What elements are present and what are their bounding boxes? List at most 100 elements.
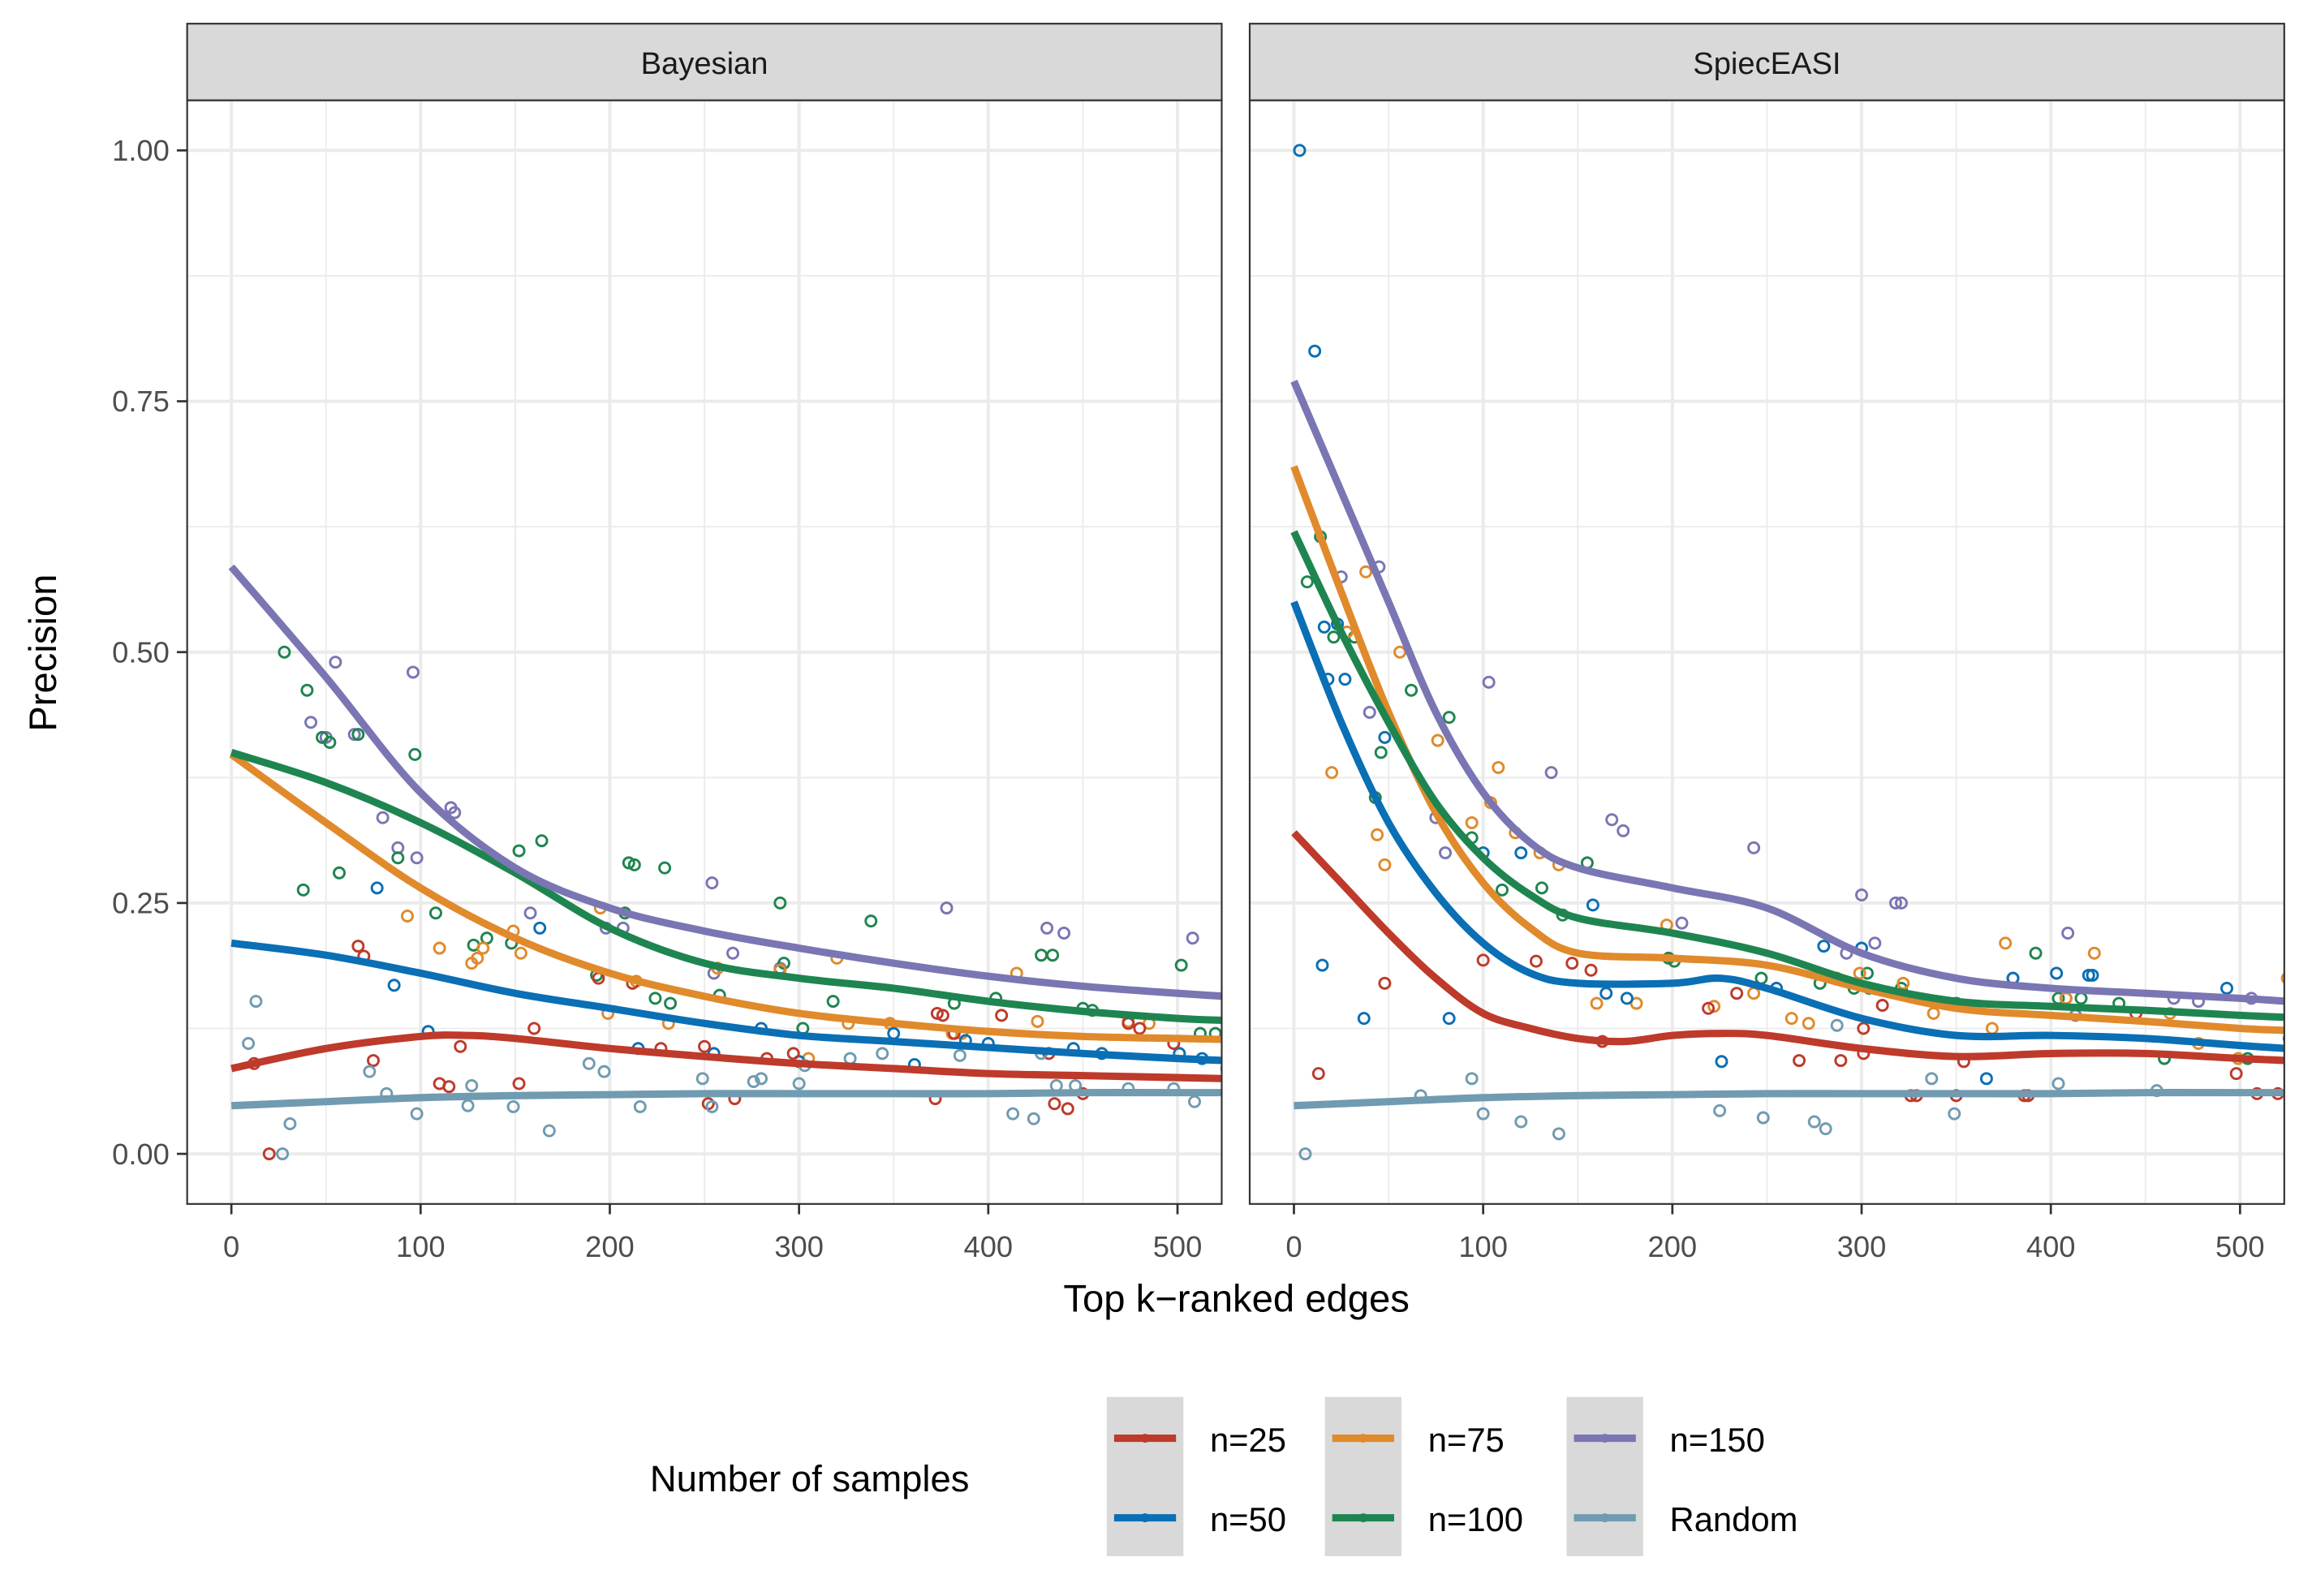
data-point xyxy=(1584,963,1598,977)
data-point xyxy=(1894,896,1908,910)
legend-item-random: Random xyxy=(1574,1500,1797,1538)
smooth-line-n50 xyxy=(230,939,1222,1065)
legend-key-background xyxy=(1324,1396,1402,1556)
data-point xyxy=(465,1078,479,1092)
legend-label: n=75 xyxy=(1428,1421,1505,1459)
legend: Number of samples n=25 n=50 n=75 n=100 n=150… xyxy=(650,1396,1797,1556)
data-point xyxy=(627,858,641,871)
y-axis: 0.00 0.25 0.50 0.75 1.00 xyxy=(112,134,187,1171)
data-point xyxy=(2229,1067,2243,1081)
data-point xyxy=(242,1037,256,1051)
data-point xyxy=(695,1072,709,1086)
smooth-line-n75 xyxy=(229,751,1222,1043)
data-point xyxy=(1465,815,1479,829)
data-point xyxy=(1630,996,1643,1010)
data-point xyxy=(726,946,740,960)
data-point xyxy=(1514,846,1528,860)
x-tick-label: 400 xyxy=(2026,1230,2076,1263)
data-point xyxy=(410,851,424,865)
data-point xyxy=(1565,957,1579,970)
data-point xyxy=(747,1075,760,1089)
data-point xyxy=(1465,1072,1479,1086)
data-point xyxy=(262,1147,276,1161)
data-point xyxy=(448,806,462,820)
facet-spieceasi: SpiecEASI 0 100 200 300 400 500 xyxy=(1248,23,2285,1263)
data-point xyxy=(1057,927,1071,940)
data-point xyxy=(1514,1115,1528,1129)
smooth-line-n75 xyxy=(1290,465,2284,1035)
y-tick-label: 1.00 xyxy=(112,134,170,167)
legend-item-n75: n=75 xyxy=(1332,1421,1505,1459)
data-point xyxy=(1675,916,1689,930)
data-layer xyxy=(228,564,1222,1161)
data-point xyxy=(1357,1012,1371,1026)
data-point xyxy=(323,736,337,750)
data-point xyxy=(698,1039,712,1053)
data-layer xyxy=(1290,144,2284,1161)
data-point xyxy=(2061,927,2075,940)
y-tick-label: 0.00 xyxy=(112,1138,170,1171)
data-point xyxy=(363,1065,377,1078)
smooth-line-n25 xyxy=(1291,830,2284,1065)
smooth-line-n150 xyxy=(228,564,1222,1000)
data-point xyxy=(2220,982,2234,996)
data-point xyxy=(428,906,442,920)
data-point xyxy=(1220,1064,1222,1073)
data-point xyxy=(1819,1122,1832,1136)
data-point xyxy=(1378,858,1392,871)
data-point xyxy=(442,1080,456,1094)
data-point xyxy=(400,909,414,923)
data-point xyxy=(953,1048,967,1062)
data-point xyxy=(705,1099,719,1113)
data-point xyxy=(1308,344,1322,358)
data-point xyxy=(1896,976,1910,990)
facet-strip xyxy=(1248,23,2285,101)
legend-item-n100: n=100 xyxy=(1332,1500,1523,1538)
data-point xyxy=(471,951,484,965)
x-tick-label: 500 xyxy=(2215,1230,2265,1263)
legend-label: n=150 xyxy=(1670,1421,1765,1459)
data-point xyxy=(1027,1112,1040,1125)
smooth-line-n25 xyxy=(230,1031,1222,1082)
data-point xyxy=(2282,1034,2284,1043)
data-point xyxy=(1785,1012,1798,1026)
data-point xyxy=(826,995,840,1009)
data-point xyxy=(597,1065,611,1078)
data-point xyxy=(1442,1012,1456,1026)
data-point xyxy=(1439,846,1453,860)
legend-key-background xyxy=(1106,1396,1184,1556)
x-tick-label: 300 xyxy=(774,1230,824,1263)
data-point xyxy=(1174,958,1188,972)
data-point xyxy=(283,1116,297,1130)
data-point xyxy=(1979,1072,1993,1086)
data-point xyxy=(773,896,787,910)
legend-key-point xyxy=(1140,1513,1150,1523)
data-point xyxy=(1040,921,1054,935)
legend-key-point xyxy=(1140,1434,1150,1443)
data-point xyxy=(278,645,291,659)
data-point xyxy=(1586,898,1599,912)
legend-label: n=50 xyxy=(1210,1500,1286,1538)
legend-key-background xyxy=(1566,1396,1643,1556)
legend-key-point xyxy=(1600,1513,1610,1523)
data-point xyxy=(1311,1067,1325,1081)
data-point xyxy=(506,1099,520,1113)
data-point xyxy=(1702,1001,1716,1015)
data-point xyxy=(1747,841,1761,854)
panels: Bayesian 0 100 200 300 400 500 0.00 0.25 0.50 0.75… xyxy=(112,23,2285,1263)
data-point xyxy=(1133,1022,1147,1035)
x-tick-label: 200 xyxy=(585,1230,635,1263)
legend-key-point xyxy=(1358,1434,1368,1443)
y-tick-label: 0.75 xyxy=(112,385,170,418)
data-point xyxy=(1476,1107,1490,1121)
data-point xyxy=(792,1077,806,1091)
data-point xyxy=(1442,711,1456,725)
data-point xyxy=(755,1072,768,1086)
data-point xyxy=(1948,1107,1961,1121)
data-point xyxy=(351,940,365,953)
legend-label: n=25 xyxy=(1210,1421,1286,1459)
data-point xyxy=(1861,966,1874,980)
data-point xyxy=(940,901,954,915)
y-tick-label: 0.25 xyxy=(112,887,170,920)
data-point xyxy=(406,665,420,679)
